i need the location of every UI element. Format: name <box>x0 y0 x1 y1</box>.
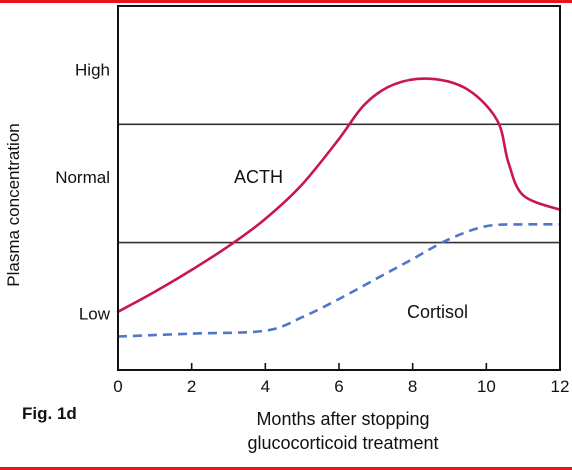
figure-label: Fig. 1d <box>22 404 77 423</box>
x-tick-label-4: 4 <box>261 377 270 396</box>
series-label-cortisol: Cortisol <box>407 302 468 322</box>
x-tick-label-10: 10 <box>477 377 496 396</box>
series-line-cortisol <box>117 222 561 338</box>
y-axis-title: Plasma concentration <box>4 123 23 286</box>
x-tick-label-2: 2 <box>187 377 196 396</box>
x-tick-label-6: 6 <box>334 377 343 396</box>
plot-frame <box>117 5 561 371</box>
y-label-low: Low <box>79 305 111 324</box>
y-label-high: High <box>75 61 110 80</box>
x-tick-label-12: 12 <box>551 377 570 396</box>
series-line-acth <box>116 77 562 314</box>
y-label-normal: Normal <box>55 168 110 187</box>
x-axis-title: Months after stopping glucocorticoid tre… <box>150 407 536 455</box>
series-label-acth: ACTH <box>234 167 283 187</box>
x-axis-title-line-1: Months after stopping <box>256 409 430 429</box>
x-axis-title-line-2: glucocorticoid treatment <box>247 433 439 453</box>
x-tick-label-0: 0 <box>113 377 122 396</box>
x-tick-label-8: 8 <box>408 377 417 396</box>
